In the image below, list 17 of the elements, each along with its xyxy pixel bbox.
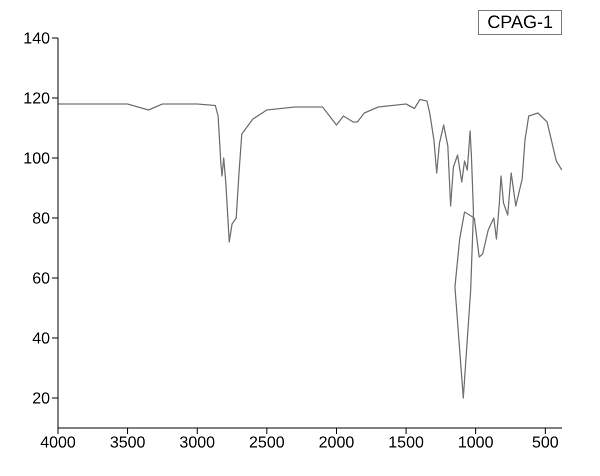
y-tick-label: 40 <box>32 330 50 348</box>
x-tick-label: 1000 <box>458 434 494 452</box>
x-tick-label: 500 <box>532 434 559 452</box>
x-tick-label: 4000 <box>40 434 76 452</box>
y-tick-label: 100 <box>23 150 50 168</box>
y-tick-label: 60 <box>32 270 50 288</box>
text: CPAG-1 <box>478 10 562 35</box>
y-tick-label: 140 <box>23 30 50 48</box>
y-tick-label: 80 <box>32 210 50 228</box>
y-tick-label: 20 <box>32 390 50 408</box>
x-tick-label: 2000 <box>318 434 354 452</box>
x-tick-label: 3000 <box>179 434 216 452</box>
x-tick-label: 3500 <box>110 434 146 452</box>
line-series <box>58 98 562 399</box>
x-tick-label: 2500 <box>249 434 285 452</box>
y-tick-label: 120 <box>23 90 50 108</box>
x-tick-label: 1500 <box>388 434 424 452</box>
